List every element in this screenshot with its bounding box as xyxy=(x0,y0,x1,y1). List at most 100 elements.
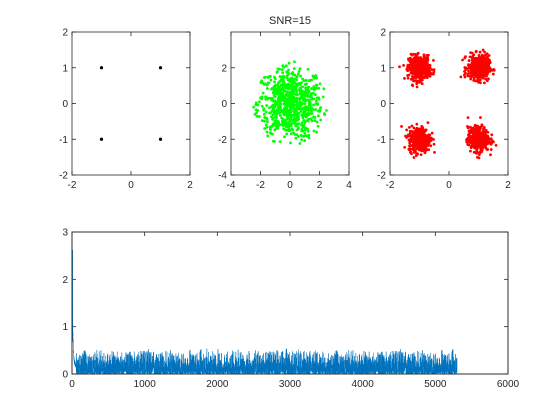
data-point xyxy=(423,144,427,148)
data-point xyxy=(432,59,435,62)
data-point xyxy=(300,101,304,105)
data-point xyxy=(412,79,415,83)
data-point xyxy=(307,94,311,98)
data-point xyxy=(429,144,433,148)
data-point xyxy=(275,125,279,129)
data-point xyxy=(484,58,488,61)
data-point xyxy=(417,144,421,148)
data-point xyxy=(293,117,297,121)
data-point xyxy=(304,87,308,90)
data-point xyxy=(427,71,430,75)
data-point xyxy=(282,99,286,103)
x-tick-label: -2 xyxy=(386,180,395,191)
data-point xyxy=(307,117,311,121)
data-point xyxy=(414,54,418,58)
data-point xyxy=(295,84,299,87)
data-point xyxy=(288,112,292,115)
data-point xyxy=(469,74,473,78)
data-point xyxy=(303,110,307,114)
data-point xyxy=(283,119,287,123)
y-tick-label: 0 xyxy=(380,99,386,110)
data-point xyxy=(292,88,296,92)
data-point xyxy=(411,130,415,134)
x-tick-label: 1000 xyxy=(134,379,157,390)
data-point xyxy=(416,72,420,76)
data-point xyxy=(273,80,276,84)
data-point xyxy=(268,106,271,110)
data-point xyxy=(467,64,470,68)
data-point xyxy=(99,137,104,141)
axes-frame xyxy=(71,231,509,375)
data-point xyxy=(475,150,479,154)
data-point xyxy=(281,71,285,75)
data-point xyxy=(312,108,315,111)
data-point xyxy=(295,89,299,93)
data-point xyxy=(295,100,299,104)
data-point xyxy=(265,125,269,129)
data-point xyxy=(261,91,265,95)
data-point xyxy=(418,57,421,61)
data-point xyxy=(478,78,482,82)
data-point xyxy=(424,139,428,143)
data-point xyxy=(281,64,285,67)
data-point xyxy=(311,91,315,95)
data-point xyxy=(285,114,289,118)
y-tick-label: 1 xyxy=(380,63,386,74)
data-point xyxy=(321,95,325,99)
data-point xyxy=(312,103,315,107)
data-point xyxy=(260,119,264,122)
data-point xyxy=(467,59,471,62)
data-point xyxy=(266,96,270,100)
data-point xyxy=(300,91,304,95)
data-point xyxy=(422,135,426,139)
data-point xyxy=(289,122,293,126)
x-tick-label: 2 xyxy=(187,180,193,191)
x-tick-label: 0 xyxy=(446,180,452,191)
data-point xyxy=(265,130,269,134)
data-point xyxy=(469,77,473,81)
data-point xyxy=(410,152,413,156)
x-tick-label: 5000 xyxy=(424,379,447,390)
data-point xyxy=(300,123,303,127)
data-point xyxy=(296,112,300,115)
y-tick-label: 0 xyxy=(62,99,68,110)
data-point xyxy=(482,140,486,144)
data-point xyxy=(474,124,478,128)
data-point xyxy=(271,113,275,117)
data-point xyxy=(314,83,318,87)
x-tick-label: 0 xyxy=(128,180,134,191)
data-point xyxy=(286,120,290,124)
data-point xyxy=(476,126,480,129)
data-point xyxy=(273,105,277,109)
data-point xyxy=(473,130,477,134)
data-point xyxy=(315,130,319,134)
data-point xyxy=(478,138,482,141)
data-point xyxy=(305,82,309,86)
data-point xyxy=(421,139,425,143)
data-point xyxy=(426,62,429,66)
data-point xyxy=(281,80,285,84)
data-point xyxy=(293,60,296,64)
data-point xyxy=(407,63,411,67)
data-point xyxy=(412,52,416,56)
data-point xyxy=(419,153,423,157)
data-point xyxy=(263,119,266,123)
data-point xyxy=(403,145,407,149)
data-point xyxy=(467,69,470,73)
data-point xyxy=(312,88,316,92)
data-point xyxy=(481,130,485,134)
data-point xyxy=(280,75,283,79)
data-point xyxy=(417,146,421,150)
data-point xyxy=(408,130,412,133)
data-point xyxy=(472,76,476,80)
y-tick-label: -2 xyxy=(377,171,386,182)
data-point xyxy=(314,108,318,111)
y-tick-label: 2 xyxy=(62,275,68,286)
data-point xyxy=(275,70,279,74)
data-point xyxy=(310,78,314,82)
data-point xyxy=(295,106,299,110)
data-point xyxy=(281,91,284,95)
y-tick-label: -1 xyxy=(59,135,68,146)
data-point xyxy=(253,112,257,116)
